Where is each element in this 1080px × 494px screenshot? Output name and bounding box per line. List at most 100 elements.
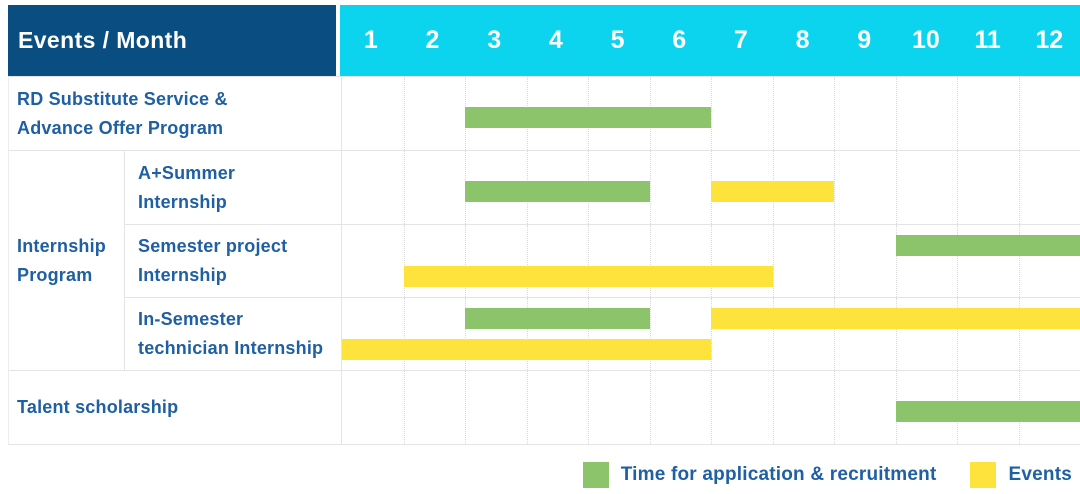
- bar-lane: [342, 339, 1080, 360]
- month-gridline: [403, 371, 405, 444]
- gantt-bar-green: [895, 401, 1080, 422]
- month-gridline: [772, 225, 774, 297]
- month-gridline: [772, 77, 774, 150]
- bar-lanes: [342, 375, 1080, 444]
- gantt-row: A+Summer Internship: [125, 151, 1080, 224]
- month-gridline: [711, 298, 712, 370]
- month-gridline: [1018, 225, 1020, 297]
- month-header-4: 4: [548, 26, 563, 54]
- month-gridline: [711, 225, 712, 297]
- bar-lanes: [342, 81, 1080, 150]
- month-gridline: [649, 298, 651, 370]
- header-gap: [336, 5, 340, 76]
- row-label-line: Internship: [17, 235, 107, 256]
- month-header-10: 10: [911, 26, 940, 54]
- month-gridline: [711, 77, 712, 150]
- gantt-bar-yellow: [403, 266, 773, 287]
- month-gridline: [834, 225, 835, 297]
- schedule-table: Events / Month 1 2 3 4 5 6 7 8 9 10 11 12 RD Substi…: [8, 5, 1080, 445]
- month-grid: [341, 371, 1080, 444]
- gantt-bar-green: [465, 308, 650, 329]
- month-gridline: [649, 151, 651, 224]
- gantt-row: Semester project Internship: [125, 224, 1080, 297]
- sub-row-label-line: Internship: [138, 191, 228, 212]
- gantt-bar-green: [465, 181, 650, 202]
- header-title: Events / Month: [18, 27, 188, 53]
- gantt-bar-yellow: [711, 181, 834, 202]
- month-gridline: [403, 77, 405, 150]
- month-header-11: 11: [974, 26, 1001, 54]
- month-grid: [341, 77, 1080, 150]
- bar-lane: [342, 181, 1080, 202]
- gantt-bar-yellow: [711, 308, 1080, 329]
- month-header-1: 1: [363, 26, 378, 54]
- gantt-body: RD Substitute Service & Advance Offer Pro…: [8, 76, 1080, 445]
- row-label-line: RD Substitute Service &: [17, 88, 228, 109]
- gantt-bar-green: [465, 107, 711, 128]
- gantt-section-2: Talent scholarship: [9, 371, 1080, 445]
- month-gridline: [1018, 298, 1020, 370]
- row-label: RD Substitute Service & Advance Offer Pro…: [9, 77, 341, 150]
- month-gridline: [834, 298, 835, 370]
- month-gridline: [957, 225, 958, 297]
- month-gridline: [957, 298, 958, 370]
- bar-lane: [342, 266, 1080, 287]
- bar-lane: [342, 107, 1080, 128]
- legend-yellow-label: Events: [1008, 464, 1072, 485]
- sub-row-label: Semester project Internship: [125, 225, 341, 297]
- legend-item-events: Events: [970, 462, 1072, 488]
- month-header-5: 5: [610, 26, 625, 54]
- month-gridline: [895, 151, 897, 224]
- sub-row-label-line: A+Summer: [138, 162, 236, 183]
- month-gridline: [834, 77, 835, 150]
- month-gridline: [526, 298, 528, 370]
- gantt-row: [341, 77, 1080, 150]
- bar-lanes: [342, 225, 1080, 297]
- month-header-12: 12: [1035, 26, 1064, 54]
- month-header-2: 2: [425, 26, 440, 54]
- month-gridline: [403, 298, 405, 370]
- section-rows: A+Summer Internship Semester project Intern…: [125, 151, 1080, 370]
- month-gridline: [957, 77, 958, 150]
- month-gridline: [526, 225, 528, 297]
- month-gridline: [588, 371, 589, 444]
- month-gridline: [403, 151, 405, 224]
- month-gridline: [772, 371, 774, 444]
- month-gridline: [711, 371, 712, 444]
- sub-row-label-line: Internship: [138, 265, 228, 285]
- sub-row-label: A+Summer Internship: [125, 151, 341, 224]
- section-rows: [341, 77, 1080, 150]
- month-gridline: [957, 151, 958, 224]
- month-gridline: [834, 151, 835, 224]
- legend-green-label: Time for application & recruitment: [620, 464, 937, 485]
- legend: Time for application & recruitment Event…: [582, 462, 1072, 488]
- section-rows: [341, 371, 1080, 444]
- header-row: Events / Month 1 2 3 4 5 6 7 8 9 10 11 12: [8, 5, 1080, 76]
- month-grid: [341, 298, 1080, 370]
- sub-row-label-line: technician Internship: [138, 338, 324, 358]
- month-gridline: [834, 371, 835, 444]
- sub-row-label: In-Semester technician Internship: [125, 298, 341, 370]
- gantt-section-1: Internship Program A+Summer Internship Semes…: [9, 151, 1080, 371]
- sub-row-label-line: Semester project: [138, 236, 288, 256]
- bar-lane: [342, 235, 1080, 256]
- row-label-line: Talent scholarship: [17, 397, 179, 417]
- month-gridline: [895, 225, 897, 297]
- legend-item-application-recruitment: Time for application & recruitment: [582, 462, 937, 488]
- month-header-row: 1 2 3 4 5 6 7 8 9 10 11 12: [340, 5, 1080, 76]
- row-label: Internship Program: [9, 151, 125, 370]
- gantt-row: In-Semester technician Internship: [125, 297, 1080, 370]
- bar-lanes: [342, 298, 1080, 370]
- gantt-section-0: RD Substitute Service & Advance Offer Pro…: [9, 77, 1080, 151]
- row-label: Talent scholarship: [9, 371, 341, 444]
- month-gridline: [1018, 77, 1020, 150]
- month-gridline: [588, 298, 589, 370]
- month-gridline: [1018, 151, 1020, 224]
- month-header-7: 7: [733, 26, 748, 54]
- month-gridline: [465, 371, 466, 444]
- month-header-6: 6: [672, 26, 687, 54]
- month-grid: [341, 151, 1080, 224]
- month-header-3: 3: [487, 26, 502, 54]
- row-label-line: Advance Offer Program: [17, 117, 224, 138]
